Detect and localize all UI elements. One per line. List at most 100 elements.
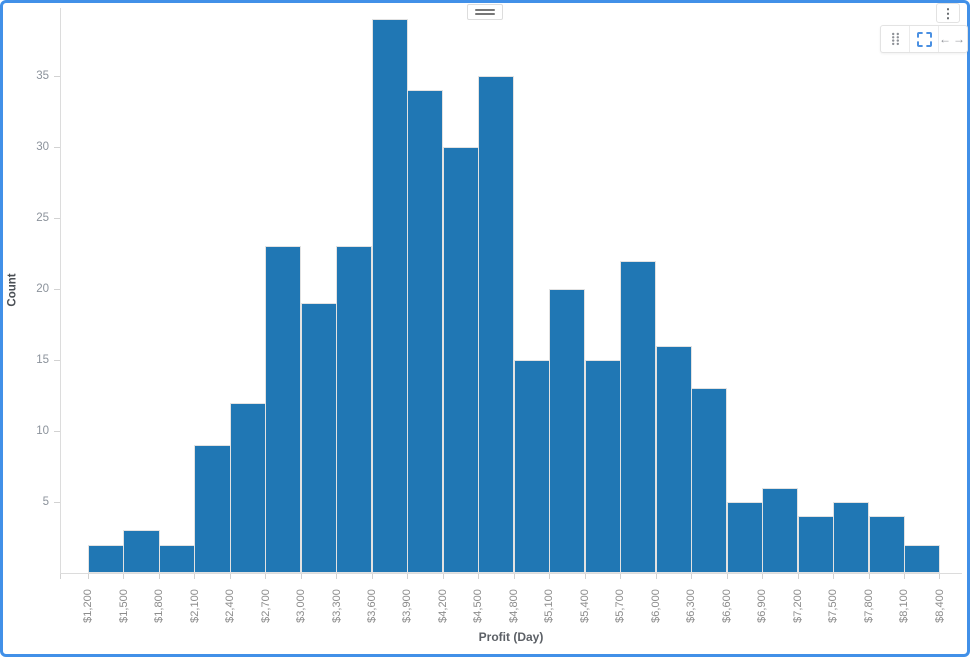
histogram-bar[interactable] (265, 246, 302, 573)
histogram-bar[interactable] (797, 516, 834, 573)
x-tick-label: $1,500 (117, 589, 130, 623)
x-axis-tick (939, 574, 941, 579)
x-axis-tick (371, 574, 373, 579)
x-axis-tick (797, 574, 799, 579)
histogram-bar[interactable] (904, 544, 941, 573)
x-axis-tick (442, 574, 444, 579)
x-tick-label: $7,800 (862, 589, 875, 623)
x-axis-tick (88, 574, 89, 579)
marquee-select-button[interactable] (909, 26, 938, 52)
x-axis-tick (194, 574, 196, 579)
histogram-bar[interactable] (549, 289, 586, 573)
histogram-bar[interactable] (407, 90, 444, 573)
x-tick-label: $7,200 (791, 589, 804, 623)
y-tick-label: 25 (36, 212, 49, 224)
drag-dots-button[interactable] (881, 26, 909, 52)
x-axis-tick (904, 574, 906, 579)
x-tick-label: $2,700 (259, 589, 272, 623)
histogram-bar[interactable] (88, 544, 125, 573)
y-axis-tick (54, 217, 60, 219)
histogram-bar[interactable] (123, 530, 160, 573)
histogram-bar[interactable] (513, 360, 550, 573)
x-tick-label: $4,800 (507, 589, 520, 623)
x-tick-label: $5,700 (614, 589, 627, 623)
widget-drag-handle[interactable] (467, 4, 503, 20)
x-axis-tick (655, 574, 657, 579)
y-tick-label: 30 (36, 141, 49, 153)
x-axis-line (60, 573, 962, 574)
x-axis-tick (513, 574, 515, 579)
x-axis-tick (336, 574, 338, 579)
histogram-bar[interactable] (336, 246, 373, 573)
y-axis-tick (54, 75, 60, 77)
histogram-bar[interactable] (833, 502, 870, 573)
histogram-bar[interactable] (478, 76, 515, 573)
x-tick-label: $2,100 (188, 589, 201, 623)
x-axis-tick (158, 574, 160, 579)
drag-handle-line (475, 9, 495, 11)
histogram-bar[interactable] (371, 19, 408, 573)
x-axis-tick (691, 574, 693, 579)
x-tick-label: $6,900 (756, 589, 769, 623)
y-tick-label: 10 (36, 425, 49, 437)
x-tick-label: $3,300 (330, 589, 343, 623)
x-tick-label: $8,100 (898, 589, 911, 623)
histogram-bar[interactable] (868, 516, 905, 573)
widget-menu-button[interactable]: ⋮ (936, 3, 960, 23)
x-axis-tick (833, 574, 835, 579)
histogram-bar[interactable] (442, 147, 479, 573)
x-tick-label: $3,000 (294, 589, 307, 623)
x-tick-label: $1,800 (152, 589, 165, 623)
x-tick-label: $8,400 (933, 589, 946, 623)
x-tick-label: $3,900 (401, 589, 414, 623)
x-tick-label: $5,400 (578, 589, 591, 623)
y-axis-tick (54, 430, 60, 432)
x-axis-tick (60, 574, 61, 579)
histogram-bar[interactable] (158, 544, 196, 573)
histogram-bar[interactable] (300, 303, 337, 573)
x-tick-label: $6,600 (720, 589, 733, 623)
y-tick-label: 35 (36, 70, 49, 82)
x-axis-tick (478, 574, 480, 579)
y-tick-label: 15 (36, 354, 49, 366)
y-axis-tick (54, 288, 60, 290)
y-axis-line (60, 8, 61, 574)
histogram-bar[interactable] (194, 445, 231, 573)
y-axis-tick (54, 359, 60, 361)
x-tick-label: $2,400 (223, 589, 236, 623)
histogram-bar[interactable] (762, 487, 799, 573)
x-axis-tick (726, 574, 728, 579)
x-tick-label: $1,200 (82, 589, 94, 623)
x-axis-tick (407, 574, 409, 579)
x-axis-tick (584, 574, 586, 579)
left-right-arrows-icon: ←→ (939, 32, 967, 46)
x-axis-tick (300, 574, 302, 579)
histogram-bar[interactable] (584, 360, 621, 573)
x-tick-label: $4,500 (472, 589, 485, 623)
histogram-bar[interactable] (620, 260, 657, 573)
drag-handle-line (475, 13, 495, 15)
x-tick-label: $7,500 (827, 589, 840, 623)
histogram-bar[interactable] (229, 402, 266, 573)
y-axis-tick (54, 146, 60, 148)
x-tick-label: $6,300 (685, 589, 698, 623)
x-axis-tick (549, 574, 551, 579)
x-tick-label: $4,200 (436, 589, 449, 623)
x-axis-tick (762, 574, 764, 579)
histogram-bar[interactable] (691, 388, 728, 573)
histogram-bar[interactable] (726, 502, 763, 573)
x-tick-label: $3,600 (365, 589, 378, 623)
x-axis-tick (868, 574, 870, 579)
x-axis-tick (265, 574, 267, 579)
pan-horizontal-button[interactable]: ←→ (938, 26, 967, 52)
x-tick-label: $5,100 (543, 589, 556, 623)
x-tick-label: $6,000 (649, 589, 662, 623)
x-axis-tick (229, 574, 231, 579)
dots-grid-icon (891, 32, 899, 46)
y-axis-tick (54, 501, 60, 503)
histogram-bar[interactable] (655, 345, 692, 573)
x-axis-title: Profit (Day) (478, 630, 544, 644)
x-axis-tick (123, 574, 125, 579)
y-tick-label: 20 (36, 283, 49, 295)
